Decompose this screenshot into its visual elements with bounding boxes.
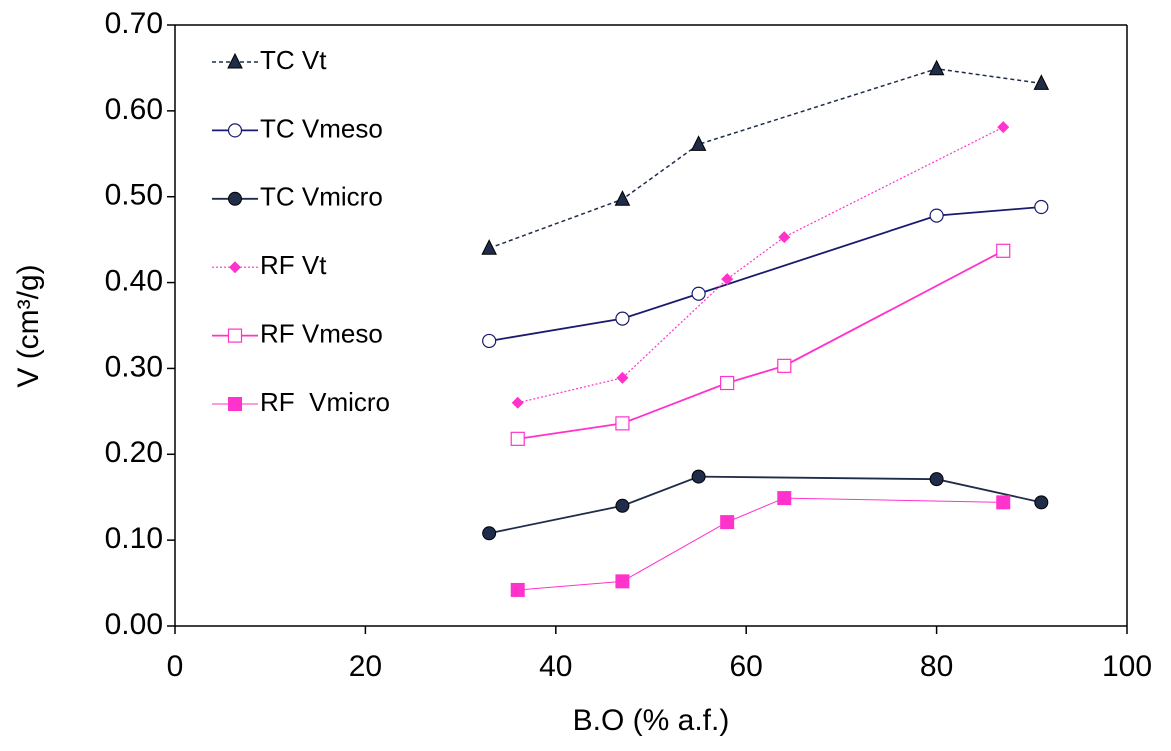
y-tick-label: 0.30 (105, 350, 163, 383)
x-axis-label: B.O (% a.f.) (573, 704, 730, 737)
legend-marker (228, 191, 242, 206)
data-point (777, 491, 792, 506)
series-line (488, 475, 1042, 535)
data-point (482, 526, 497, 541)
y-tick-label: 0.20 (105, 436, 163, 469)
data-point (615, 574, 630, 589)
data-point (1033, 74, 1050, 90)
y-tick-label: 0.00 (105, 608, 163, 641)
data-point (616, 371, 629, 384)
data-point (690, 135, 707, 151)
legend-marker (229, 261, 241, 274)
x-tick-label: 0 (167, 650, 184, 683)
y-tick-label: 0.70 (105, 7, 163, 40)
legend-marker (228, 397, 242, 411)
data-point (482, 333, 497, 349)
series-line (517, 126, 1004, 404)
data-point (720, 515, 735, 530)
y-tick-label: 0.10 (105, 522, 163, 555)
legend-marker (227, 123, 243, 138)
data-point (1034, 199, 1049, 215)
data-point (510, 431, 525, 446)
y-tick-label: 0.60 (105, 93, 163, 126)
x-tick-label: 60 (730, 650, 763, 683)
data-point (721, 273, 734, 286)
data-point (691, 469, 706, 484)
y-tick-label: 0.40 (105, 264, 163, 297)
y-axis-label: V (cm³/g) (12, 264, 45, 387)
y-tick-label: 0.50 (105, 179, 163, 212)
data-point (996, 243, 1011, 258)
data-point (510, 582, 525, 597)
data-point (615, 498, 630, 513)
data-point (996, 495, 1011, 510)
x-tick-label: 20 (349, 650, 382, 683)
data-point (777, 358, 792, 373)
series-line (517, 250, 1004, 440)
data-point (720, 375, 735, 391)
data-point (511, 396, 524, 409)
data-point (928, 59, 945, 76)
x-tick-label: 80 (920, 650, 953, 683)
data-point (997, 121, 1010, 134)
data-point (1034, 495, 1049, 510)
series-line (488, 68, 1042, 249)
data-point (929, 472, 944, 487)
x-tick-label: 40 (539, 650, 572, 683)
data-point (615, 311, 630, 326)
legend-marker (227, 52, 243, 69)
data-point (778, 231, 791, 244)
legend-text: TC Vt (260, 45, 327, 75)
legend-text: RF Vmicro (260, 387, 390, 417)
legend-marker (227, 328, 243, 343)
legend-text: TC Vmeso (260, 113, 383, 143)
data-point (615, 416, 630, 431)
x-tick-label: 100 (1102, 650, 1152, 683)
data-point (481, 239, 497, 255)
data-point (691, 286, 706, 301)
legend-text: RF Vt (260, 250, 327, 280)
data-point (929, 208, 944, 223)
legend-text: RF Vmeso (260, 318, 383, 348)
legend-text: TC Vmicro (260, 182, 383, 212)
data-point (614, 190, 631, 206)
